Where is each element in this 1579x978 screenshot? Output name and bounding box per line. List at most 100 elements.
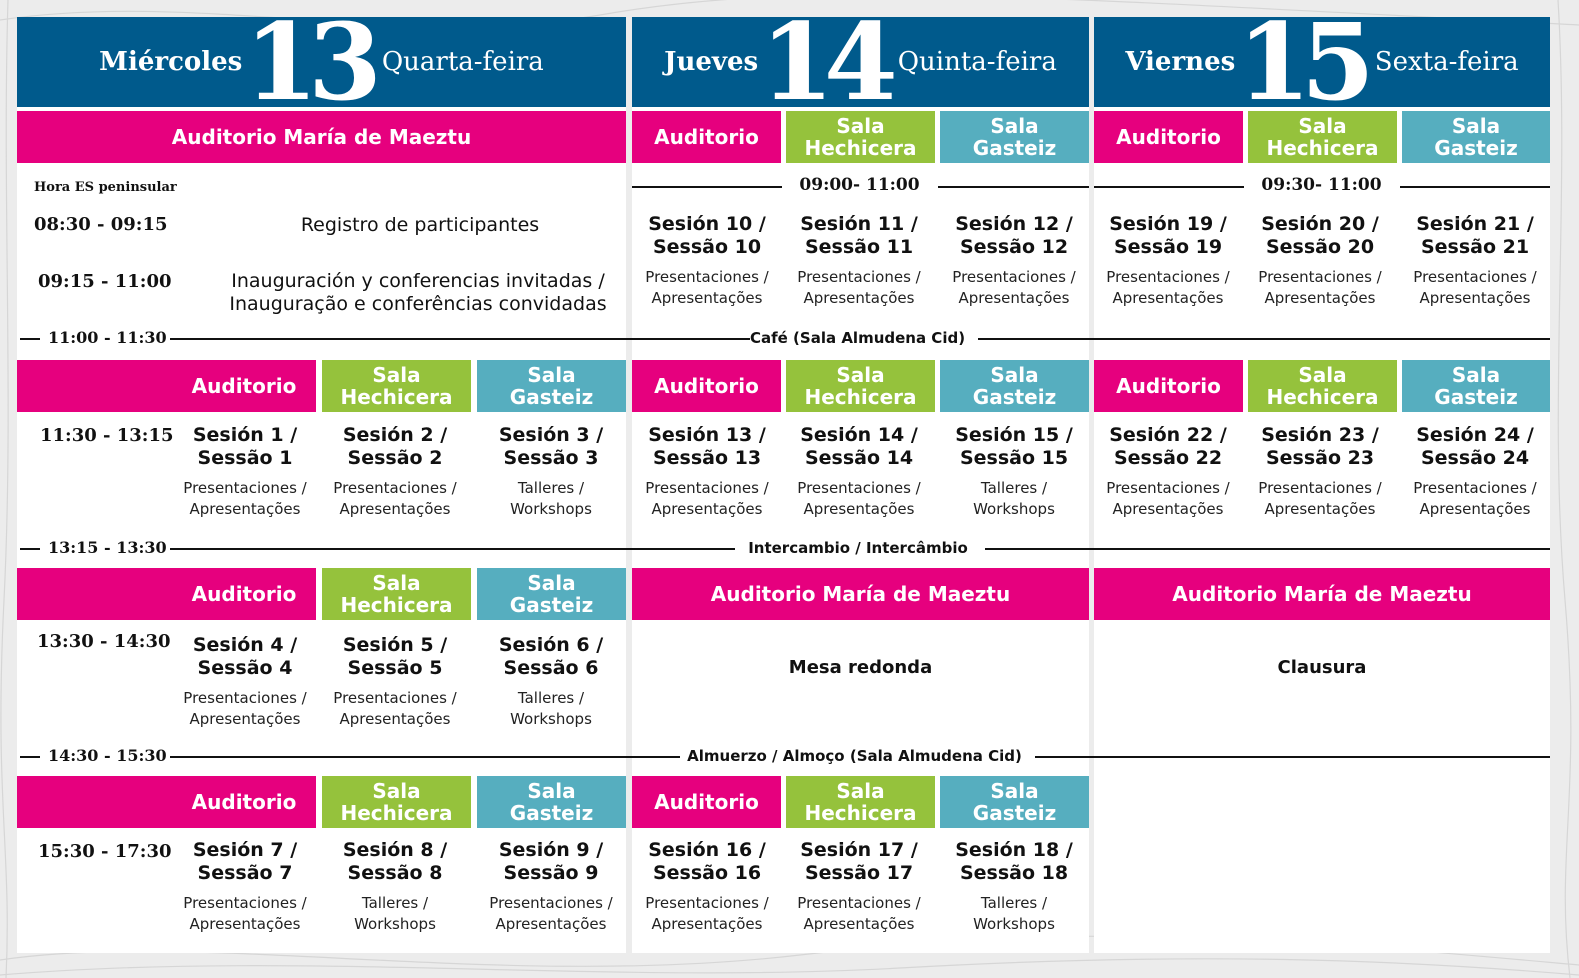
session-cell-s19: Sesión 19 /Sessão 19 Presentaciones / Apre… [1090,213,1246,309]
session-type: Apresentações [651,289,763,307]
session-title-es: Sesión 20 / [1261,213,1379,235]
day-header-friday: Viernes 15 Sexta-feira [1094,9,1550,115]
session-cell-s5: Sesión 5 /Sessão 5 Presentaciones / Aprese… [317,634,473,730]
session-title-es: Sesión 11 / [800,213,918,235]
event-inauguracion: Inauguración y conferencias invitadas / … [218,270,618,316]
session-title-es: Sesión 6 / [498,634,604,656]
day-number: 14 [760,0,897,124]
room-header-auditorio: Auditorio [632,111,781,163]
session-type: Presentaciones / [645,894,769,912]
room-label: Gasteiz [1434,385,1518,409]
room-label: Auditorio [191,790,297,814]
room-header-gasteiz: Sala Gasteiz [1402,360,1550,412]
time-slot: 11:30 - 13:15 [40,425,174,446]
session-title-es: Sesión 10 / [648,213,766,235]
session-cell-s7: Sesión 7 /Sessão 7 Presentaciones / Aprese… [167,839,323,935]
divider-line [978,338,1550,340]
session-cell-s2: Sesión 2 /Sessão 2 Presentaciones / Aprese… [317,424,473,520]
time-slot: 08:30 - 09:15 [34,214,168,235]
session-title-es: Sesión 8 / [342,839,448,861]
session-type: Apresentações [1264,500,1376,518]
room-label: Gasteiz [509,385,594,409]
session-title-es: Sesión 23 / [1261,424,1379,446]
day-name-es: Jueves [664,47,759,77]
session-type: Presentaciones / [333,689,457,707]
divider-line [1035,756,1550,758]
room-label: Sala [990,779,1039,803]
session-type: Presentaciones / [489,894,613,912]
room-label: Hechicera [340,385,453,409]
room-label: Sala [527,571,576,595]
day-header-wednesday: Miércoles 13 Quarta-feira [17,9,626,115]
session-cell-s16: Sesión 16 /Sessão 16 Presentaciones / Apre… [629,839,785,935]
room-label: Sala [1451,114,1501,138]
room-header-auditorio-maeztu: Auditorio María de Maeztu [17,111,626,163]
session-cell-s21: Sesión 21 /Sessão 21 Presentaciones / Apre… [1397,213,1553,309]
session-cell-s20: Sesión 20 /Sessão 20 Presentaciones / Apre… [1242,213,1398,309]
session-cell-s9: Sesión 9 /Sessão 9 Presentaciones / Aprese… [473,839,629,935]
room-header-gasteiz: Sala Gasteiz [477,360,626,412]
room-label: Sala [990,114,1039,138]
session-type: Apresentações [1419,500,1531,518]
room-header-gasteiz: Sala Gasteiz [940,360,1089,412]
session-type: Apresentações [495,915,607,933]
day-name-pt: Sexta-feira [1374,47,1519,77]
session-title-pt: Sessão 20 [1265,236,1375,258]
divider-line [20,548,40,550]
session-type: Apresentações [803,289,915,307]
session-type: Apresentações [189,710,301,728]
session-type: Presentaciones / [183,689,307,707]
room-label: Hechicera [804,136,917,160]
session-type: Apresentações [1112,500,1224,518]
session-cell-s17: Sesión 17 /Sessão 17 Presentaciones / Apre… [781,839,937,935]
friday-panel [1094,17,1550,953]
session-cell-s12: Sesión 12 /Sessão 12 Presentaciones / Apre… [936,213,1092,309]
session-title-es: Sesión 18 / [955,839,1073,861]
room-header-auditorio-maeztu: Auditorio María de Maeztu [1094,568,1550,620]
session-type: Talleres / [517,479,585,497]
session-type: Talleres / [517,689,585,707]
room-label: Sala [527,779,576,803]
session-cell-s24: Sesión 24 /Sessão 24 Presentaciones / Apre… [1397,424,1553,520]
room-label: Sala [1298,114,1347,138]
session-title-es: Sesión 14 / [800,424,918,446]
session-type: Presentaciones / [1258,479,1382,497]
session-title-pt: Sessão 15 [959,447,1069,469]
room-header-gasteiz: Sala Gasteiz [1402,111,1550,163]
session-title-pt: Sessão 8 [347,862,443,884]
session-cell-s23: Sesión 23 /Sessão 23 Presentaciones / Apre… [1242,424,1398,520]
session-title-pt: Sessão 10 [652,236,762,258]
room-header-gasteiz: Sala Gasteiz [940,111,1089,163]
session-title-pt: Sessão 12 [959,236,1069,258]
divider-line [170,548,735,550]
room-header-hechicera: Sala Hechicera [786,776,935,828]
session-cell-s18: Sesión 18 /Sessão 18 Talleres / Workshops [936,839,1092,935]
room-label: Sala [372,779,421,803]
session-type: Presentaciones / [952,268,1076,286]
session-type: Workshops [973,915,1055,933]
room-label: Sala [990,363,1039,387]
session-cell-s14: Sesión 14 /Sessão 14 Presentaciones / Apre… [781,424,937,520]
room-label: Hechicera [804,801,917,825]
session-title-pt: Sessão 21 [1420,236,1530,258]
session-type: Presentaciones / [797,268,921,286]
break-time: 13:15 - 13:30 [48,538,167,557]
session-title-es: Sesión 12 / [955,213,1073,235]
session-type: Presentaciones / [797,894,921,912]
session-type: Presentaciones / [1106,479,1230,497]
room-header-hechicera: Sala Hechicera [786,360,935,412]
session-type: Apresentações [339,710,451,728]
session-title-es: Sesión 13 / [648,424,766,446]
session-type: Apresentações [339,500,451,518]
session-title-pt: Sessão 19 [1113,236,1223,258]
room-header-gasteiz: Sala Gasteiz [477,568,626,620]
session-cell-s10: Sesión 10 /Sessão 10 Presentaciones / Apre… [629,213,785,309]
room-label: Hechicera [1266,385,1379,409]
session-title-pt: Sessão 16 [652,862,762,884]
session-type: Apresentações [1112,289,1224,307]
time-slot: 09:30- 11:00 [1261,175,1382,195]
session-title-es: Sesión 1 / [192,424,298,446]
event-clausura: Clausura [1277,657,1367,678]
day-name-es: Miércoles [99,47,243,77]
break-label: Almuerzo / Almoço (Sala Almudena Cid) [687,747,1022,765]
